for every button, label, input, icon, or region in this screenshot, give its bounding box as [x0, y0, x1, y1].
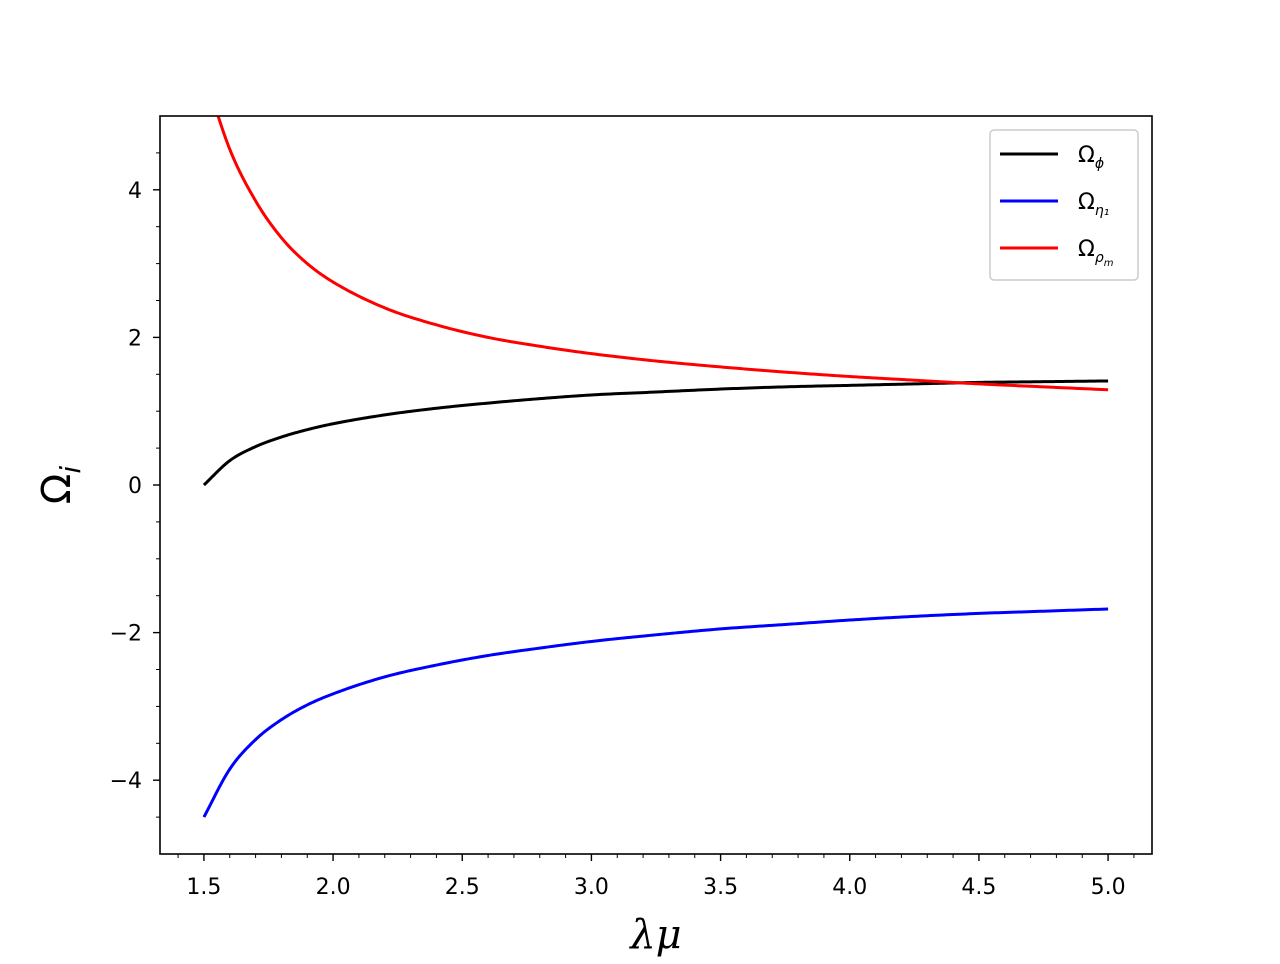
- y-tick-label: 4: [128, 179, 142, 204]
- x-axis-label: λμ: [628, 912, 681, 958]
- x-tick-label: 5.0: [1091, 875, 1126, 900]
- y-axis-label-subscript: i: [54, 466, 87, 474]
- x-tick-label: 3.5: [703, 875, 738, 900]
- x-tick-label: 2.5: [445, 875, 480, 900]
- y-axis: −4 −2 0 2 4: [110, 152, 160, 818]
- series-layer: [202, 116, 1109, 818]
- x-axis: 1.5 2.0 2.5 3.0 3.5 4.0 4.5 5.0: [177, 854, 1135, 900]
- legend-label-subscript: ρ: [1095, 250, 1104, 266]
- x-tick-label: 3.0: [574, 875, 609, 900]
- y-tick-label: −2: [110, 622, 142, 647]
- legend-label-subscript: η₁: [1095, 203, 1110, 219]
- y-tick-label: 0: [128, 474, 142, 499]
- y-tick-label: −4: [110, 769, 142, 794]
- series-line-1: [202, 607, 1109, 818]
- y-tick-label: 2: [128, 326, 142, 351]
- x-tick-label: 1.5: [186, 875, 221, 900]
- series-line-0: [202, 379, 1109, 487]
- legend-box: [989, 129, 1139, 281]
- x-tick-label: 2.0: [316, 875, 351, 900]
- x-tick-label: 4.0: [832, 875, 867, 900]
- x-tick-label: 4.5: [961, 875, 996, 900]
- legend-label-subscript: ϕ: [1095, 156, 1104, 172]
- series-line-2: [216, 116, 1109, 392]
- y-axis-label: Ωi: [34, 466, 87, 505]
- legend-label-subsubscript: m: [1104, 258, 1114, 269]
